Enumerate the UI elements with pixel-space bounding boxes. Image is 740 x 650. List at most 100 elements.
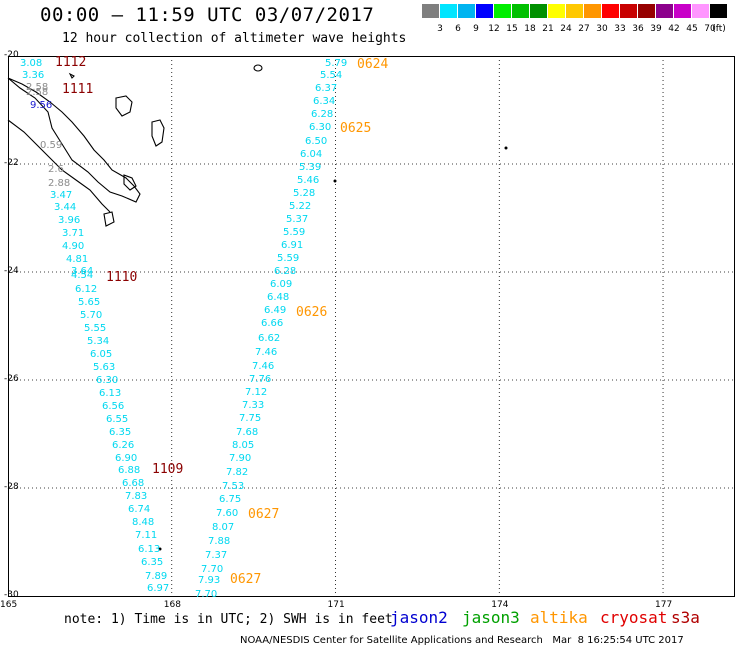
satellite-legend-jason3: jason3	[462, 608, 520, 627]
pass-time-east: 0627	[248, 507, 279, 522]
wave-height-west: 6.55	[106, 414, 128, 425]
wave-height-east: 7.82	[226, 467, 248, 478]
wave-height-west-low: 2.58	[26, 82, 48, 93]
wave-height-east: 7.93	[198, 575, 220, 586]
color-swatch	[602, 4, 619, 18]
wave-height-east: 5.54	[320, 70, 342, 81]
satellite-legend-cryosat: cryosat	[600, 608, 668, 627]
footer-credit: NOAA/NESDIS Center for Satellite Applica…	[240, 635, 684, 646]
wave-height-east: 6.75	[219, 494, 241, 505]
color-swatch-label: 6	[455, 24, 461, 34]
wave-height-east: 7.53	[222, 481, 244, 492]
wave-height-west: 4.90	[62, 241, 84, 252]
wave-height-east: 8.07	[212, 522, 234, 533]
island-outline	[151, 119, 165, 147]
wave-height-west: 3.36	[22, 70, 44, 81]
page-title: 00:00 – 11:59 UTC 03/07/2017	[40, 4, 375, 26]
wave-height-east: 6.49	[264, 305, 286, 316]
wave-height-west: 5.63	[93, 362, 115, 373]
pass-time-layer: 1112 1111 1110 1109 0624 0625 0626 0627 0627	[55, 55, 388, 587]
wave-height-west: 8.48	[132, 517, 154, 528]
color-swatch-label: 12	[488, 24, 500, 34]
wave-height-east: 6.62	[258, 333, 280, 344]
wave-height-west: 5.70	[80, 310, 102, 321]
wave-height-west: 4.81	[66, 254, 88, 265]
wave-height-west: 3.08	[20, 58, 42, 69]
color-swatch-label: 33	[614, 24, 626, 34]
wave-height-east: 6.91	[281, 240, 303, 251]
wave-height-west: 6.90	[115, 453, 137, 464]
wave-height-east: 6.04	[300, 149, 322, 160]
wave-height-west: 3.96	[58, 215, 80, 226]
wave-height-east: 7.90	[229, 453, 251, 464]
wave-height-west-low: 2.6	[48, 164, 64, 175]
latitude-label: -20	[4, 50, 19, 60]
wave-height-east: 7.70	[201, 564, 223, 575]
wave-height-east: 5.28	[293, 188, 315, 199]
color-swatch-label: 36	[632, 24, 644, 34]
color-swatch	[692, 4, 709, 18]
footer-note: note: 1) Time is in UTC; 2) SWH is in fe…	[64, 612, 393, 627]
latitude-label: -28	[4, 482, 19, 492]
island-outline	[68, 72, 75, 79]
wave-height-east: 5.46	[297, 175, 319, 186]
color-swatch-label: 42	[668, 24, 680, 34]
wave-height-east: 5.37	[286, 214, 308, 225]
color-swatch	[638, 4, 655, 18]
satellite-legend-s3a: s3a	[671, 608, 700, 627]
wave-height-west: 6.12	[75, 284, 97, 295]
island-outline	[123, 174, 137, 191]
wave-height-west: 6.35	[109, 427, 131, 438]
color-swatch-label: 3	[437, 24, 443, 34]
wave-height-east: 6.09	[270, 279, 292, 290]
color-swatch	[422, 4, 439, 18]
wave-height-east: 7.12	[245, 387, 267, 398]
grid-layer	[8, 56, 734, 596]
longitude-label: 177	[655, 600, 673, 610]
islet-dot	[504, 146, 508, 150]
wave-height-east: 5.22	[289, 201, 311, 212]
wave-height-west: 5.34	[87, 336, 109, 347]
wave-height-east: 6.50	[305, 136, 327, 147]
map-plot-frame	[8, 56, 735, 597]
color-swatch	[512, 4, 529, 18]
wave-height-east: 6.28	[311, 109, 333, 120]
color-swatch	[494, 4, 511, 18]
islet-dot	[158, 547, 162, 551]
color-swatch	[440, 4, 457, 18]
wave-height-east: 5.59	[283, 227, 305, 238]
color-swatch	[476, 4, 493, 18]
color-swatch	[656, 4, 673, 18]
wave-height-east: 7.75	[239, 413, 261, 424]
wave-height-east: 5.39	[299, 162, 321, 173]
wave-height-west: 3.44	[54, 202, 76, 213]
page-subtitle: 12 hour collection of altimeter wave hei…	[62, 31, 407, 46]
wave-height-east: 6.28	[274, 266, 296, 277]
latitude-label: -26	[4, 374, 19, 384]
latitude-label: -22	[4, 158, 19, 168]
wave-height-west: 6.30	[96, 375, 118, 386]
wave-height-west: 6.68	[122, 478, 144, 489]
coastline-layer	[7, 64, 508, 551]
color-swatch	[674, 4, 691, 18]
satellite-legend-jason2: jason2	[390, 608, 448, 627]
pass-time-east: 0624	[357, 57, 388, 72]
wave-height-west: 7.83	[125, 491, 147, 502]
wave-height-west: 7.11	[135, 530, 157, 541]
color-swatch	[620, 4, 637, 18]
color-swatch-label: 70	[704, 24, 716, 34]
wave-height-east: 7.68	[236, 427, 258, 438]
color-swatch-label: 15	[506, 24, 518, 34]
wave-height-east: 7.88	[208, 536, 230, 547]
wave-height-west-low: 2.88	[48, 178, 70, 189]
color-swatch	[584, 4, 601, 18]
color-swatch	[530, 4, 547, 18]
wave-height-east: 7.37	[205, 550, 227, 561]
wave-height-west: 5.65	[78, 297, 100, 308]
color-swatch	[548, 4, 565, 18]
wave-height-east: 6.66	[261, 318, 283, 329]
color-swatch-label: 39	[650, 24, 662, 34]
wave-height-west: 3.64	[71, 266, 93, 277]
